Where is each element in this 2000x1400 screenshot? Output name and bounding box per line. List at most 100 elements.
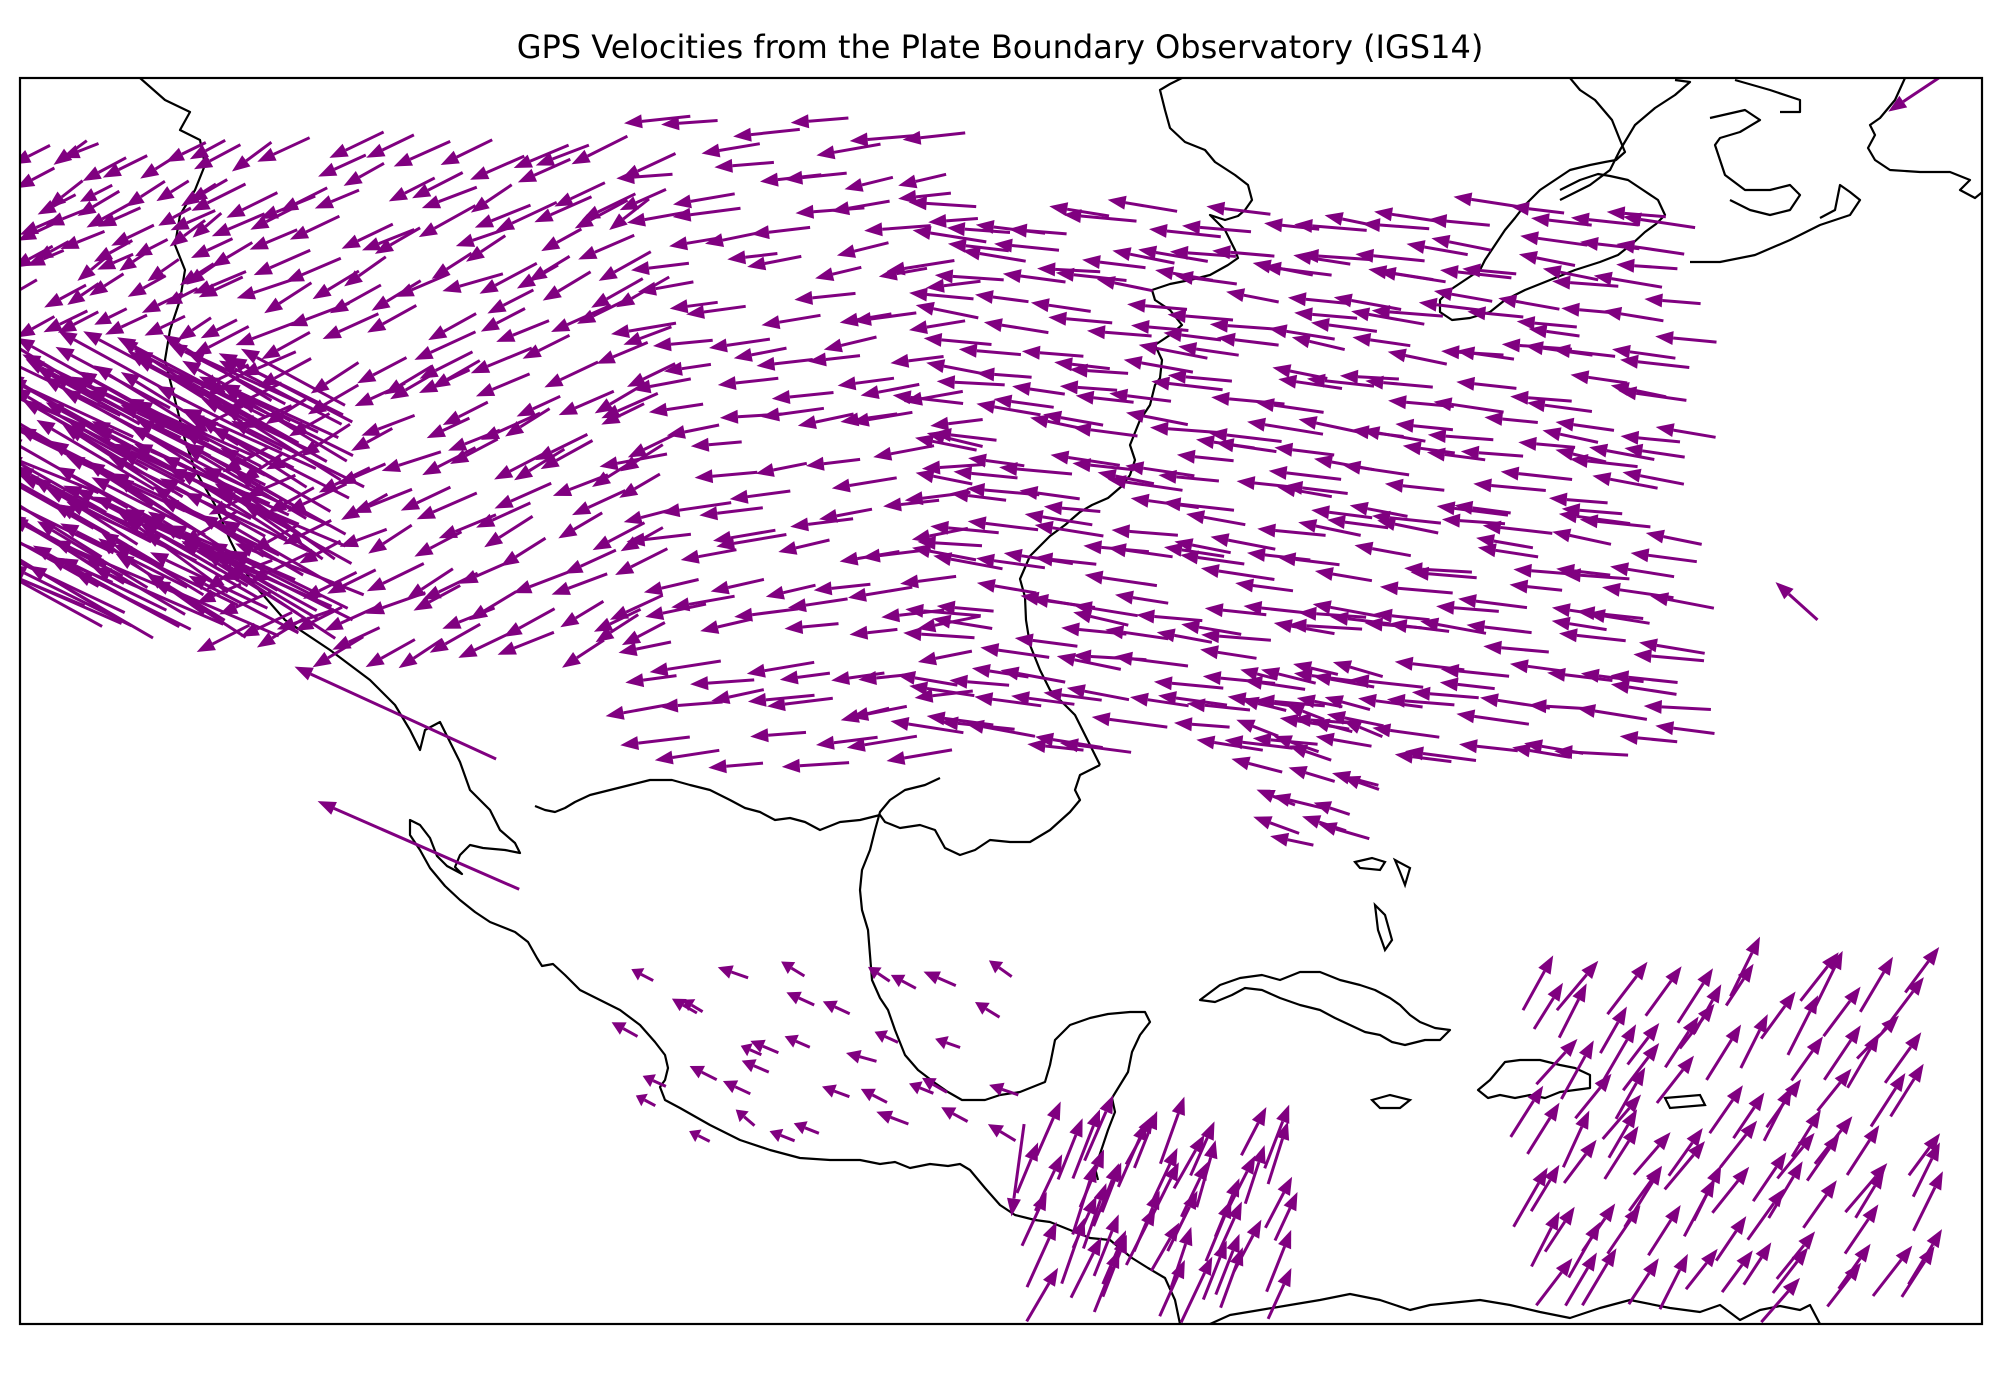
velocity-arrow-shaft — [1312, 224, 1367, 232]
velocity-arrow-head — [1633, 649, 1652, 663]
velocity-arrow-head — [1552, 275, 1571, 290]
velocity-arrow-shaft — [935, 649, 973, 660]
gps-velocity-arrow — [1655, 423, 1716, 439]
gps-velocity-arrow — [1091, 712, 1168, 729]
velocity-arrow-head — [1261, 667, 1281, 681]
gps-velocity-arrow — [1257, 523, 1326, 538]
gps-velocity-arrow — [1125, 461, 1195, 478]
velocity-arrow-head — [926, 359, 946, 373]
velocity-arrow-head — [236, 286, 256, 300]
gps-velocity-arrow — [1109, 388, 1172, 403]
velocity-arrow-head — [1427, 429, 1447, 443]
velocity-arrow-shaft — [1310, 666, 1339, 676]
velocity-arrow-shaft — [864, 734, 918, 747]
velocity-arrow-shaft — [1484, 625, 1532, 635]
gps-velocity-arrow — [958, 343, 1022, 358]
velocity-arrow-shaft — [108, 307, 128, 319]
velocity-arrow-head — [1042, 1221, 1057, 1241]
velocity-arrow-head — [953, 466, 973, 481]
velocity-arrow-shaft — [749, 1048, 762, 1057]
velocity-arrow-head — [1395, 418, 1415, 433]
velocity-arrow-shaft — [276, 330, 311, 352]
velocity-arrow-shaft — [834, 1005, 851, 1016]
velocity-arrow-shaft — [1324, 379, 1375, 388]
velocity-arrow-head — [1105, 1214, 1119, 1234]
velocity-arrow-shaft — [985, 521, 1039, 532]
velocity-arrow-shaft — [1837, 1257, 1862, 1290]
velocity-arrow-shaft — [1077, 743, 1132, 754]
velocity-arrow-shaft — [1219, 1263, 1239, 1309]
velocity-arrow-head — [276, 616, 297, 631]
velocity-arrow-shaft — [954, 380, 1005, 387]
velocity-arrow-shaft — [382, 523, 413, 545]
velocity-arrow-shaft — [31, 315, 56, 331]
velocity-arrow-shaft — [106, 484, 206, 537]
gps-velocity-arrow — [365, 638, 416, 668]
velocity-arrow-head — [1002, 269, 1022, 283]
velocity-arrow-shaft — [513, 630, 555, 650]
gps-velocity-arrow — [790, 114, 849, 129]
gps-velocity-arrow — [779, 670, 831, 685]
velocity-arrow-head — [366, 577, 387, 592]
gps-velocity-arrow — [689, 1065, 718, 1082]
velocity-arrow-head — [1164, 542, 1183, 557]
gps-velocity-arrow — [1528, 324, 1580, 339]
velocity-arrow-head — [1570, 212, 1590, 227]
velocity-arrow-shaft — [1369, 338, 1411, 348]
velocity-arrow-head — [1277, 1176, 1293, 1196]
velocity-arrow-shaft — [428, 584, 461, 604]
velocity-arrow-shaft — [31, 345, 145, 410]
gps-velocity-arrow — [406, 567, 454, 600]
velocity-arrow-head — [77, 200, 97, 216]
gps-velocity-arrow — [1620, 354, 1690, 369]
velocity-arrow-shaft — [1536, 256, 1576, 267]
velocity-arrow-head — [1228, 1201, 1242, 1221]
velocity-arrow-shaft — [1101, 1246, 1121, 1285]
velocity-arrow-shaft — [1102, 576, 1158, 588]
velocity-arrow-head — [900, 574, 919, 589]
gps-velocity-arrow — [1462, 263, 1517, 278]
gps-velocity-arrow — [1150, 1222, 1180, 1272]
gps-velocity-arrow — [191, 182, 247, 211]
gps-velocity-arrow — [1069, 1237, 1102, 1299]
velocity-arrow-head — [1616, 258, 1635, 273]
velocity-arrow-head — [544, 373, 564, 388]
velocity-arrow-shaft — [1404, 354, 1448, 366]
gps-velocity-arrow — [953, 466, 1018, 481]
velocity-arrow-shaft — [807, 517, 854, 526]
velocity-arrow-head — [170, 216, 190, 231]
velocity-arrow-head — [1296, 694, 1316, 709]
gps-velocity-arrow — [1255, 398, 1324, 414]
velocity-arrow-shaft — [1814, 966, 1837, 1007]
velocity-arrow-shaft — [398, 450, 442, 467]
gps-velocity-arrow — [784, 620, 839, 634]
velocity-arrow-head — [616, 170, 635, 185]
gps-velocity-arrow — [976, 367, 1032, 382]
velocity-arrow-shaft — [606, 277, 644, 301]
velocity-arrow-head — [341, 234, 361, 249]
velocity-arrow-head — [781, 758, 801, 773]
velocity-arrow-shaft — [1624, 211, 1666, 219]
velocity-arrow-head — [1572, 983, 1587, 1003]
velocity-arrow-head — [747, 692, 767, 707]
velocity-arrow-head — [968, 453, 987, 468]
velocity-arrow-head — [1561, 503, 1581, 518]
velocity-arrow-head — [1136, 609, 1155, 624]
velocity-arrow-head — [1545, 1211, 1560, 1231]
velocity-arrow-shaft — [1634, 245, 1685, 256]
velocity-arrow-shaft — [114, 539, 205, 597]
velocity-arrow-head — [1552, 344, 1571, 358]
velocity-arrow-head — [522, 344, 542, 359]
gps-velocity-arrow — [923, 333, 992, 347]
gps-velocity-arrow — [1114, 651, 1189, 668]
gps-velocity-arrow — [535, 143, 590, 166]
velocity-arrow-shaft — [1742, 1256, 1763, 1286]
velocity-arrow-head — [1300, 249, 1319, 263]
gps-velocity-arrow — [1535, 1038, 1578, 1086]
gps-velocity-arrow — [170, 209, 216, 231]
velocity-arrow-head — [1240, 1155, 1256, 1175]
velocity-arrow-head — [1034, 520, 1054, 535]
velocity-arrow-head — [1163, 328, 1183, 342]
gps-velocity-arrow — [642, 1074, 667, 1088]
velocity-arrow-shaft — [717, 506, 763, 515]
